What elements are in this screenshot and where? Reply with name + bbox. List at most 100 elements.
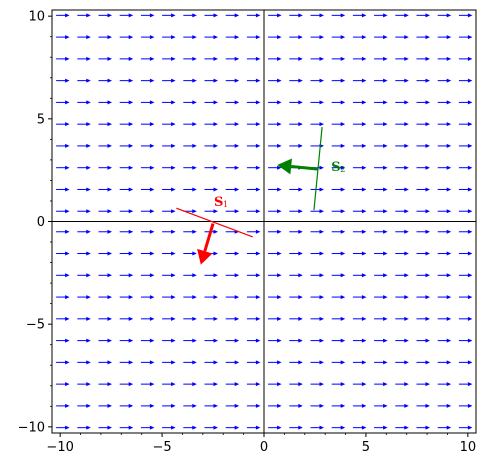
field-arrow-head — [171, 316, 176, 321]
field-arrow-head — [298, 338, 303, 343]
field-arrow — [140, 251, 155, 256]
field-arrow-head — [171, 382, 176, 387]
field-arrow — [289, 143, 303, 148]
field-arrow — [225, 143, 240, 148]
field-arrow — [395, 273, 409, 278]
field-arrow-head — [149, 360, 155, 365]
field-arrow — [162, 403, 176, 408]
field-arrow — [352, 360, 367, 365]
field-arrow — [374, 425, 388, 430]
field-arrow-head — [404, 100, 409, 105]
field-arrow-head — [383, 273, 388, 278]
field-arrow — [458, 316, 473, 321]
field-arrow — [374, 382, 388, 387]
field-arrow — [77, 273, 91, 278]
field-arrow — [395, 122, 409, 127]
field-arrow-head — [192, 382, 197, 387]
field-arrow — [246, 251, 261, 256]
field-arrow — [162, 425, 176, 430]
field-arrow-head — [107, 251, 112, 256]
field-arrow-head — [128, 403, 134, 408]
field-arrow-head — [404, 403, 409, 408]
field-arrow — [395, 251, 409, 256]
field-arrow — [437, 360, 452, 365]
field-arrow-head — [255, 209, 261, 214]
field-arrow — [246, 13, 261, 18]
field-arrow — [395, 78, 409, 83]
field-arrow-head — [404, 316, 409, 321]
field-arrow-head — [128, 143, 134, 148]
field-arrow — [204, 403, 218, 408]
field-arrow — [352, 165, 367, 170]
field-arrow — [204, 100, 218, 105]
field-arrow-head — [213, 403, 218, 408]
field-arrow — [56, 56, 70, 61]
field-arrow-head — [213, 251, 218, 256]
field-arrow — [140, 78, 155, 83]
field-arrow — [458, 78, 473, 83]
y-tick-label: −10 — [18, 420, 45, 435]
field-arrow-head — [65, 187, 70, 192]
field-arrow — [56, 273, 70, 278]
field-arrow — [331, 56, 346, 61]
field-arrow-head — [319, 403, 324, 408]
field-arrow — [204, 273, 218, 278]
x-tick-label: 5 — [362, 440, 370, 455]
field-arrow — [98, 56, 112, 61]
field-arrow-head — [446, 165, 452, 170]
field-arrow — [458, 165, 473, 170]
field-arrow — [140, 316, 155, 321]
segment-label-subscript: 2 — [340, 165, 345, 174]
field-arrow — [437, 13, 452, 18]
field-arrow — [437, 316, 452, 321]
field-arrow — [162, 273, 176, 278]
field-arrow-head — [234, 403, 240, 408]
field-arrow — [352, 78, 367, 83]
field-arrow-head — [86, 251, 91, 256]
field-arrow-head — [319, 100, 324, 105]
field-arrow — [140, 209, 155, 214]
field-arrow — [119, 295, 134, 300]
field-arrow-head — [298, 13, 303, 18]
field-arrow-head — [192, 13, 197, 18]
field-arrow-head — [192, 165, 197, 170]
field-arrow-head — [446, 251, 452, 256]
field-arrow — [246, 338, 261, 343]
field-arrow-head — [149, 295, 155, 300]
field-arrow — [225, 35, 240, 40]
field-arrow-head — [149, 78, 155, 83]
field-arrow — [374, 403, 388, 408]
field-arrow — [77, 403, 91, 408]
field-arrow-head — [425, 187, 430, 192]
field-arrow — [204, 338, 218, 343]
field-arrow — [395, 143, 409, 148]
field-arrow — [289, 403, 303, 408]
field-arrow-head — [277, 187, 282, 192]
field-arrow-head — [404, 425, 409, 430]
field-arrow-head — [383, 295, 388, 300]
field-arrow — [140, 122, 155, 127]
field-arrow — [204, 143, 218, 148]
field-arrow — [310, 78, 324, 83]
field-arrow-head — [255, 316, 261, 321]
field-arrow — [352, 425, 367, 430]
field-arrow — [77, 425, 91, 430]
field-arrow-head — [65, 56, 70, 61]
field-arrow — [56, 209, 70, 214]
field-arrow-head — [404, 35, 409, 40]
field-arrow — [331, 35, 346, 40]
field-arrow-head — [65, 273, 70, 278]
field-arrow — [77, 13, 91, 18]
field-arrow-head — [255, 13, 261, 18]
field-arrow — [437, 187, 452, 192]
field-arrow — [395, 35, 409, 40]
field-arrow — [352, 100, 367, 105]
field-arrow — [331, 143, 346, 148]
field-arrow-head — [446, 316, 452, 321]
field-arrow-head — [277, 56, 282, 61]
field-arrow — [416, 143, 430, 148]
field-arrow — [289, 122, 303, 127]
field-arrow-head — [319, 295, 324, 300]
field-arrow — [119, 403, 134, 408]
